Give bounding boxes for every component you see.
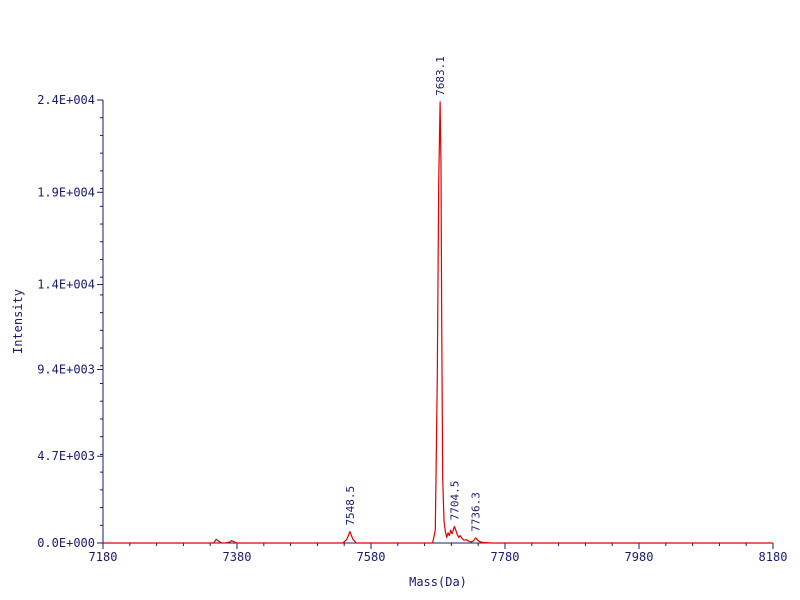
y-tick-label: 9.4E+003 (37, 362, 95, 376)
spectrum-series-line (103, 101, 773, 544)
y-tick-label: 4.7E+003 (37, 449, 95, 463)
x-tick-label: 7180 (89, 550, 118, 564)
x-tick-label: 7980 (625, 550, 654, 564)
y-tick-label: 1.9E+004 (37, 185, 95, 199)
peak-label: 7704.5 (448, 481, 461, 521)
x-tick-label: 7380 (223, 550, 252, 564)
x-tick-label: 8180 (759, 550, 788, 564)
x-tick-label: 7580 (357, 550, 386, 564)
y-tick-label: 0.0E+000 (37, 536, 95, 550)
peak-label: 7548.5 (344, 486, 357, 526)
peak-label: 7683.1 (434, 56, 447, 96)
peak-label: 7736.3 (470, 492, 483, 532)
y-axis-title: Intensity (11, 289, 25, 354)
x-axis-title: Mass(Da) (409, 575, 467, 589)
y-tick-label: 2.4E+004 (37, 93, 95, 107)
y-tick-label: 1.4E+004 (37, 278, 95, 292)
x-tick-label: 7780 (491, 550, 520, 564)
